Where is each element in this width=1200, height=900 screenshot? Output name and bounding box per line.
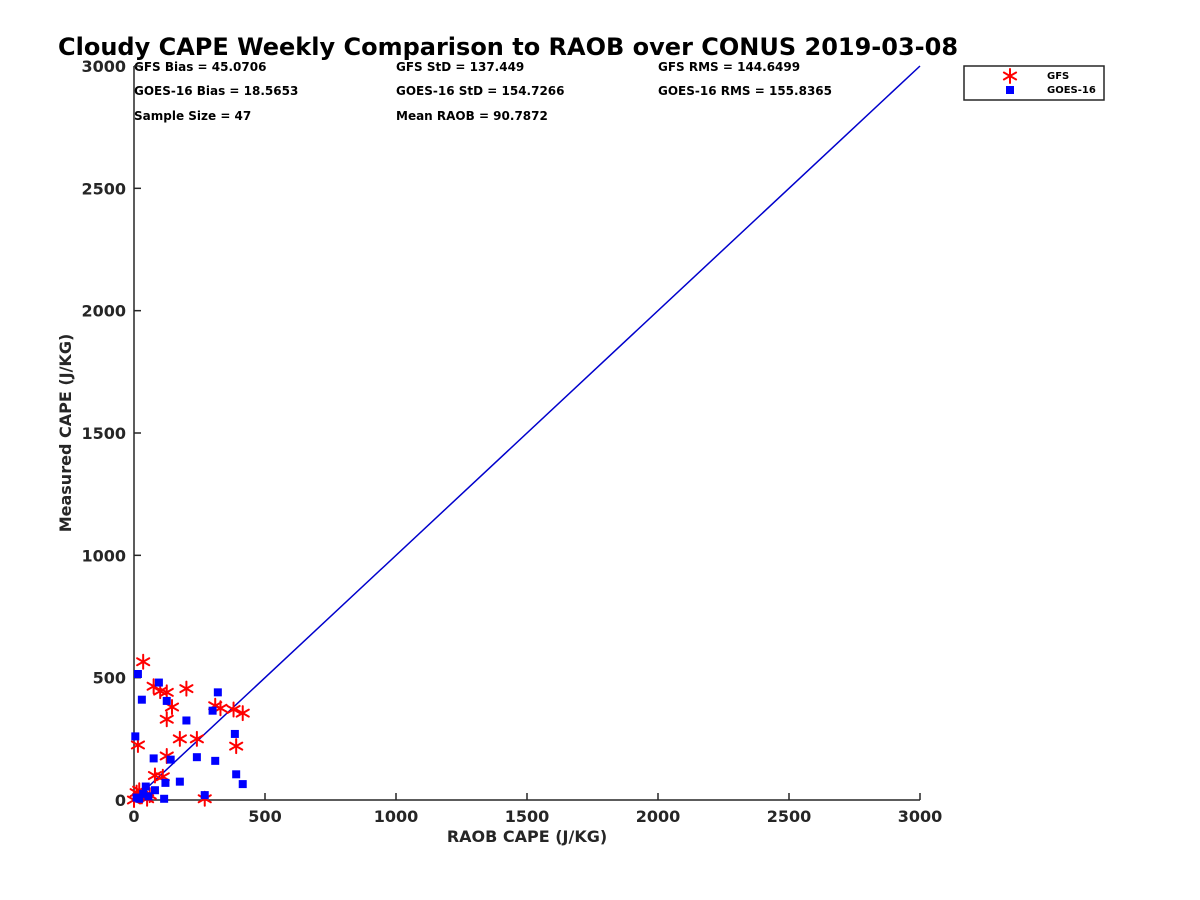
x-tick-label: 500 — [248, 807, 281, 826]
data-point — [166, 755, 175, 764]
data-point — [137, 695, 146, 704]
stats-block: GFS Bias = 45.0706 GFS StD = 137.449 GFS R… — [134, 60, 832, 123]
x-tick-label: 2500 — [767, 807, 812, 826]
data-point — [230, 729, 239, 738]
y-tick-label: 2500 — [81, 179, 126, 198]
data-point — [144, 792, 153, 801]
plot-area: 0 500 1000 1500 2000 2500 3000 0 500 1000 1500 200… — [81, 57, 942, 826]
data-point — [161, 778, 170, 787]
x-tick-label: 0 — [128, 807, 139, 826]
y-tick-label: 1000 — [81, 546, 126, 565]
data-point — [159, 711, 174, 728]
data-point — [175, 777, 184, 786]
data-point — [238, 780, 247, 789]
data-point — [149, 754, 158, 763]
y-ticks: 0 500 1000 1500 2000 2500 3000 — [81, 57, 141, 810]
data-point — [192, 753, 201, 762]
data-point — [150, 786, 159, 795]
x-tick-label: 1500 — [505, 807, 550, 826]
stat-text: GOES-16 StD = 154.7266 — [396, 84, 565, 98]
data-point — [226, 701, 241, 718]
stat-text: GFS StD = 137.449 — [396, 60, 524, 74]
data-point — [229, 738, 244, 755]
stat-text: Sample Size = 47 — [134, 109, 251, 123]
y-tick-label: 2000 — [81, 302, 126, 321]
data-point — [132, 793, 141, 802]
legend: GFS GOES-16 — [963, 65, 1105, 101]
stat-text: GOES-16 RMS = 155.8365 — [658, 84, 832, 98]
series-layer — [126, 653, 250, 808]
data-point — [211, 756, 220, 765]
y-tick-label: 3000 — [81, 57, 126, 76]
legend-box — [963, 65, 1105, 101]
data-point — [200, 791, 209, 800]
y-tick-label: 1500 — [81, 424, 126, 443]
data-point — [235, 705, 250, 722]
data-point — [232, 770, 241, 779]
x-axis-label: RAOB CAPE (J/KG) — [447, 827, 607, 846]
data-point — [172, 730, 187, 747]
one-to-one-line — [133, 65, 921, 801]
data-point — [182, 716, 191, 725]
data-point — [136, 653, 151, 670]
legend-entry: GFS — [1047, 71, 1069, 82]
x-ticks: 0 500 1000 1500 2000 2500 3000 — [128, 793, 942, 826]
stat-text: GFS RMS = 144.6499 — [658, 60, 800, 74]
data-point — [133, 669, 142, 678]
data-point — [179, 680, 194, 697]
stat-text: Mean RAOB = 90.7872 — [396, 109, 548, 123]
y-tick-label: 0 — [115, 791, 126, 810]
stat-text: GFS Bias = 45.0706 — [134, 60, 266, 74]
x-tick-label: 1000 — [374, 807, 419, 826]
x-tick-label: 2000 — [636, 807, 681, 826]
chart-title: Cloudy CAPE Weekly Comparison to RAOB ov… — [58, 33, 958, 61]
y-axis-label: Measured CAPE (J/KG) — [56, 334, 75, 533]
y-tick-label: 500 — [93, 669, 126, 688]
series-goes-16 — [131, 669, 247, 803]
data-point — [160, 794, 169, 803]
legend-marker — [1002, 68, 1018, 84]
data-point — [131, 732, 140, 741]
data-point — [189, 730, 204, 747]
legend-marker — [1006, 86, 1014, 94]
x-tick-label: 3000 — [898, 807, 943, 826]
stat-text: GOES-16 Bias = 18.5653 — [134, 84, 298, 98]
data-point — [139, 789, 148, 798]
data-point — [141, 782, 150, 791]
data-point — [208, 706, 217, 715]
data-point — [154, 678, 163, 687]
data-point — [213, 688, 222, 697]
legend-entry: GOES-16 — [1047, 85, 1096, 96]
data-point — [162, 696, 171, 705]
